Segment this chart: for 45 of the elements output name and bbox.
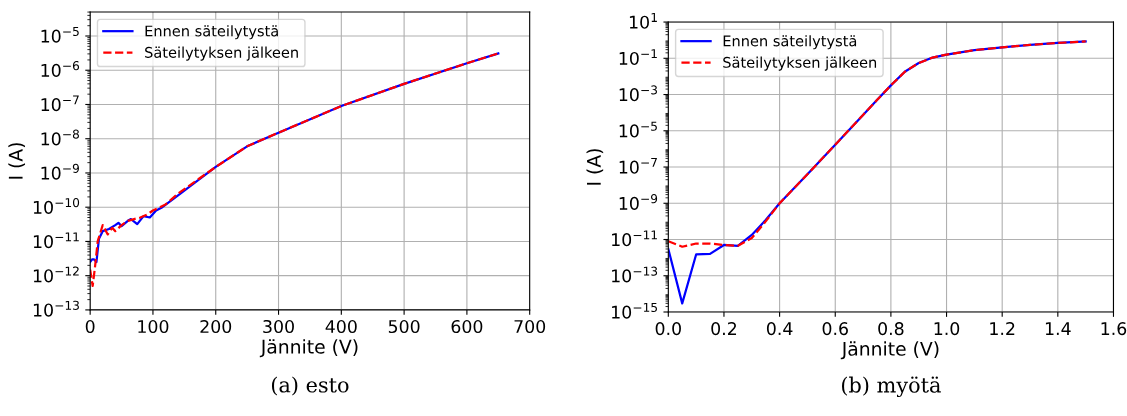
x-tick-label: 400 xyxy=(325,319,357,334)
y-tick-label: 10$^{−7}$ xyxy=(41,95,79,112)
x-tick-label: 0.0 xyxy=(655,322,681,336)
legend-label: Säteilytyksen jälkeen xyxy=(145,46,298,61)
y-tick-label: 10$^{−12}$ xyxy=(33,266,79,283)
text: (a) esto xyxy=(271,376,349,396)
y-tick-label: 10$^{−9}$ xyxy=(41,163,79,180)
legend-label: Ennen säteilytystä xyxy=(723,35,857,50)
legend-label: Säteilytyksen jälkeen xyxy=(723,56,877,71)
y-axis-title: I (A) xyxy=(8,143,26,179)
y-tick-label: 10$^{−10}$ xyxy=(33,198,80,214)
legend-label: Ennen säteilytystä xyxy=(145,25,278,40)
y-tick-label: 10$^{−11}$ xyxy=(612,230,657,247)
x-tick-label: 1.6 xyxy=(1101,322,1127,336)
y-tick-label: 10$^{−5}$ xyxy=(41,26,79,43)
x-tick-label: 700 xyxy=(514,319,546,334)
y-tick-label: 10$^{−1}$ xyxy=(619,49,657,66)
x-tick-label: 1.4 xyxy=(1045,322,1071,335)
x-tick-label: 200 xyxy=(200,319,232,334)
x-tick-label: 1.0 xyxy=(934,322,960,336)
text: (b) myötä xyxy=(842,376,941,398)
y-axis-title: I (A) xyxy=(586,149,604,185)
x-axis-title: Jännite (V) xyxy=(840,341,939,360)
x-tick-label: 0.6 xyxy=(822,322,848,336)
y-tick-label: 10$^{−11}$ xyxy=(33,232,79,249)
y-tick-label: 10$^{−13}$ xyxy=(33,300,79,317)
x-tick-label: 300 xyxy=(263,319,294,334)
x-tick-label: 0 xyxy=(85,319,95,334)
y-tick-label: 10$^{−9}$ xyxy=(619,194,658,210)
y-tick-label: 10$^{−13}$ xyxy=(612,266,658,283)
y-tick-label: 10$^{−5}$ xyxy=(619,121,657,138)
x-tick-label: 1.2 xyxy=(990,322,1015,335)
y-tick-label: 10$^{−8}$ xyxy=(41,129,79,146)
x-tick-label: 0.2 xyxy=(711,322,737,336)
y-tick-label: 10$^{−3}$ xyxy=(619,85,657,102)
y-tick-label: 10$^{−6}$ xyxy=(41,61,80,77)
x-tick-label: 500 xyxy=(388,319,420,334)
x-tick-label: 0.4 xyxy=(766,322,793,336)
x-tick-label: 100 xyxy=(138,319,169,334)
x-tick-label: 600 xyxy=(451,319,483,334)
x-tick-label: 0.8 xyxy=(878,322,904,336)
y-tick-label: 10$^{−7}$ xyxy=(619,157,657,174)
x-axis-title: Jännite (V) xyxy=(259,339,358,358)
y-tick-label: 10$^{1}$ xyxy=(629,13,657,29)
y-tick-label: 10$^{−15}$ xyxy=(612,302,657,319)
